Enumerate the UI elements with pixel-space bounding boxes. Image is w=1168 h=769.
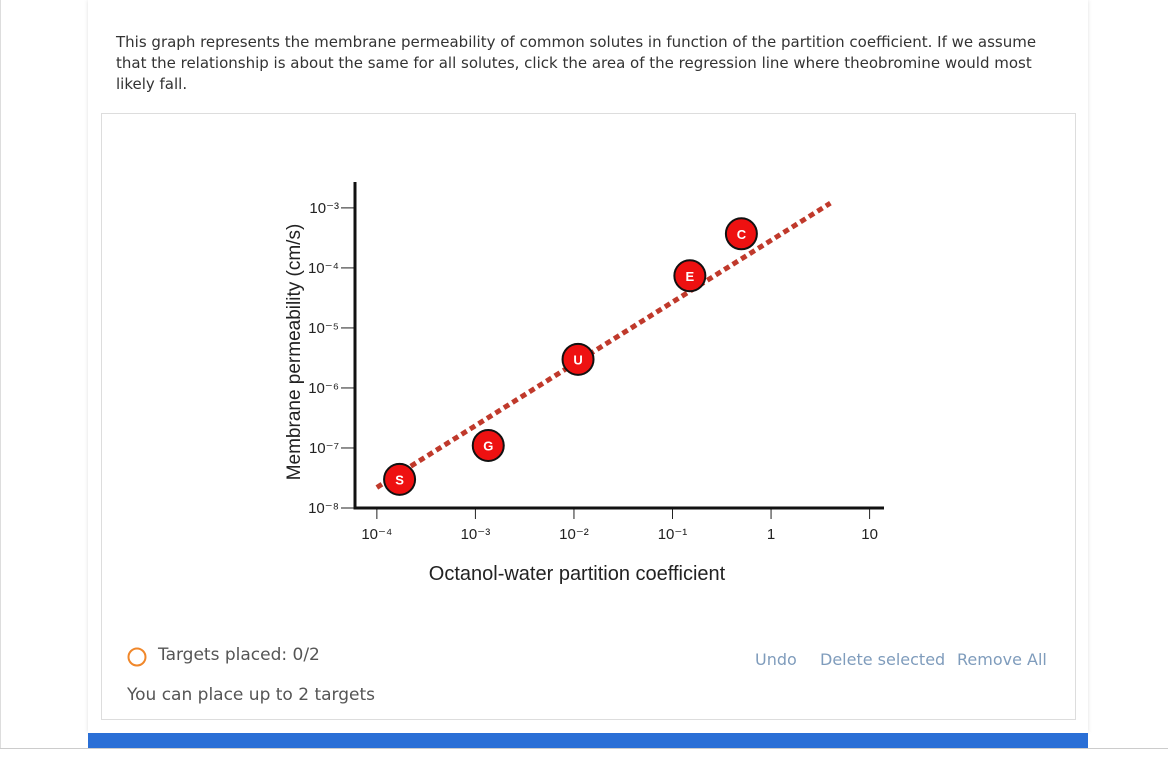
y-tick-label: 10⁻⁴ — [308, 260, 339, 277]
x-tick-label: 10⁻² — [559, 526, 589, 543]
undo-button[interactable]: Undo — [755, 650, 797, 669]
y-tick-label: 10⁻⁶ — [308, 380, 339, 397]
point-label: G — [483, 438, 493, 453]
x-tick-label: 1 — [767, 526, 775, 543]
interaction-area[interactable] — [101, 113, 1076, 720]
targets-placed: Targets placed: 0/2 — [158, 645, 320, 665]
status-icon — [127, 647, 147, 667]
footer-line — [0, 748, 1168, 749]
x-tick-label: 10⁻¹ — [658, 526, 688, 543]
bottom-bar — [88, 733, 1088, 748]
x-axis-label: Octanol-water partition coefficient — [429, 563, 726, 585]
point-label: S — [395, 472, 404, 487]
x-tick-label: 10⁻³ — [461, 526, 491, 543]
x-tick-label: 10⁻⁴ — [361, 526, 392, 543]
point-label: U — [573, 352, 582, 367]
data-point — [561, 342, 595, 376]
point-label: E — [686, 269, 695, 284]
y-tick-label: 10⁻⁷ — [309, 440, 339, 457]
y-tick-label: 10⁻³ — [309, 200, 339, 217]
data-point — [724, 217, 758, 251]
targets-limit: You can place up to 2 targets — [127, 685, 375, 705]
data-point — [471, 428, 505, 462]
data-point — [673, 259, 707, 293]
question-text: This graph represents the membrane perme… — [116, 33, 1037, 93]
delete-selected-button[interactable]: Delete selected — [820, 650, 946, 669]
y-axis-label: Membrane permeability (cm/s) — [284, 224, 305, 481]
data-point — [383, 462, 417, 496]
page-border — [0, 0, 1, 748]
y-tick-label: 10⁻⁸ — [308, 500, 339, 517]
point-label: C — [737, 227, 747, 242]
remove-all-button[interactable]: Remove All — [957, 650, 1047, 669]
x-tick-label: 10 — [861, 526, 878, 543]
regression-line — [375, 201, 832, 490]
y-tick-label: 10⁻⁵ — [308, 320, 339, 337]
